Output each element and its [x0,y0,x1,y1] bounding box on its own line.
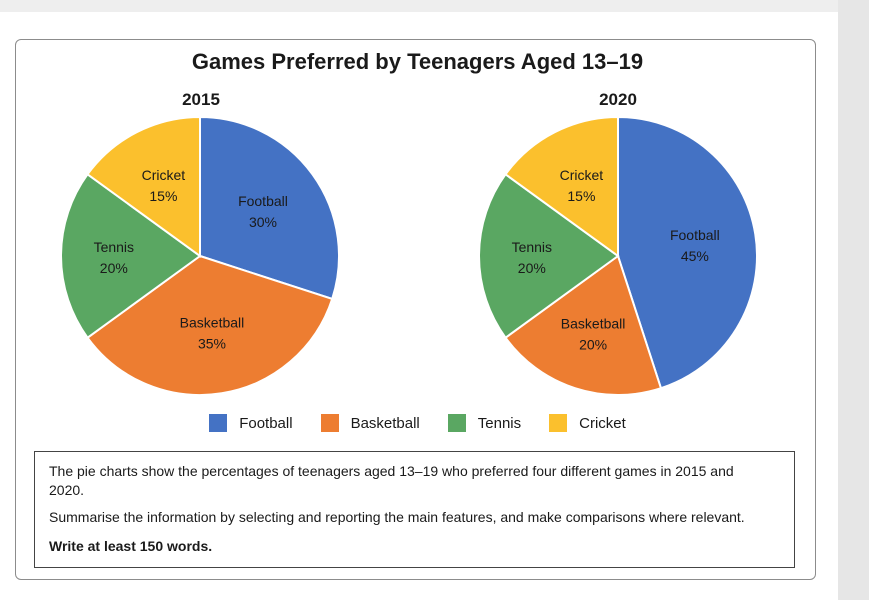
legend: Football Basketball Tennis Cricket [0,414,835,432]
slice-2015-football [199,115,340,301]
slice-label-2015-football: Football [238,193,288,209]
slice-label-2015-tennis: Tennis [94,239,134,255]
legend-swatch-tennis [447,414,466,432]
slice-value-2020-basketball: 20% [579,337,607,353]
legend-label-tennis: Tennis [477,414,522,432]
slice-label-2020-basketball: Basketball [561,316,626,332]
legend-item-basketball: Basketball [320,414,420,432]
slice-2020-cricket [504,115,619,258]
slice-value-2020-cricket: 15% [567,188,595,204]
slice-value-2015-cricket: 15% [149,188,177,204]
slice-value-2015-football: 30% [249,214,277,230]
legend-label-basketball: Basketball [350,414,420,432]
slice-value-2015-tennis: 20% [100,260,128,276]
legend-label-cricket: Cricket [579,414,626,432]
slice-value-2020-tennis: 20% [518,260,546,276]
task-box: The pie charts show the percentages of t… [34,451,795,568]
legend-item-tennis: Tennis [447,414,522,432]
task-description: The pie charts show the percentages of t… [49,463,734,498]
task-word-count: Write at least 150 words. [49,538,213,554]
slice-label-2015-cricket: Cricket [142,167,186,183]
pie-year-2020: 2020 [599,90,637,109]
pie-year-2015: 2015 [182,90,220,109]
slice-2015-cricket [86,115,201,258]
scrollbar-track[interactable] [838,0,869,600]
chart-title: Games Preferred by Teenagers Aged 13–19 [191,49,644,74]
legend-label-football: Football [239,414,293,432]
slice-label-2015-basketball: Basketball [180,315,245,331]
pie-charts: Football 30% Basketball 35% Tennis 20% Cricket… [60,115,758,396]
slice-label-2020-football: Football [670,227,720,243]
slice-2020-football [617,115,758,390]
legend-item-football: Football [209,414,293,432]
task-instruction: Summarise the information by selecting a… [49,509,745,525]
legend-item-cricket: Cricket [549,414,626,432]
slice-value-2020-football: 45% [681,248,709,264]
slice-2015-basketball [86,254,334,396]
slice-2020-tennis [478,172,620,340]
legend-swatch-cricket [549,414,568,432]
slice-label-2020-tennis: Tennis [512,239,552,255]
legend-swatch-football [209,414,228,432]
slice-label-2020-cricket: Cricket [560,167,604,183]
slice-2015-tennis [60,172,202,340]
legend-swatch-basketball [320,414,339,432]
slice-2020-basketball [504,254,663,396]
slice-value-2015-basketball: 35% [198,336,226,352]
